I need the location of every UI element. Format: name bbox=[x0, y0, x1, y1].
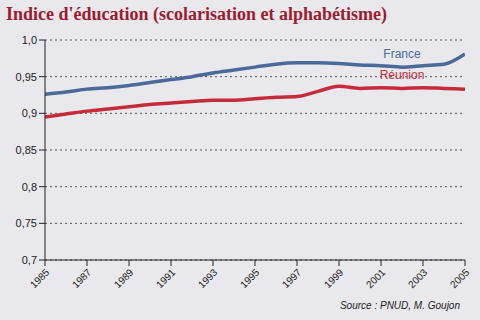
svg-text:Réunion: Réunion bbox=[380, 68, 425, 82]
svg-text:0,8: 0,8 bbox=[22, 181, 37, 193]
svg-text:2003: 2003 bbox=[406, 266, 430, 290]
svg-text:2001: 2001 bbox=[364, 266, 388, 290]
svg-text:1987: 1987 bbox=[70, 266, 94, 290]
svg-text:0,95: 0,95 bbox=[16, 71, 37, 83]
svg-text:1999: 1999 bbox=[322, 266, 346, 290]
svg-text:1985: 1985 bbox=[28, 266, 52, 290]
svg-text:1997: 1997 bbox=[280, 266, 304, 290]
svg-text:0,7: 0,7 bbox=[22, 254, 37, 266]
svg-text:1,0: 1,0 bbox=[22, 34, 37, 46]
html-text:Source : PNUD, M. Goujon: Source : PNUD, M. Goujon bbox=[340, 300, 460, 311]
svg-text:0,75: 0,75 bbox=[16, 217, 37, 229]
svg-text:France: France bbox=[383, 47, 421, 61]
html-text:Indice d'éducation (scolarisat: Indice d'éducation (scolarisation et alp… bbox=[6, 4, 387, 24]
svg-text:1993: 1993 bbox=[196, 266, 220, 290]
svg-text:1995: 1995 bbox=[238, 266, 262, 290]
svg-text:1989: 1989 bbox=[112, 266, 136, 290]
svg-text:0,9: 0,9 bbox=[22, 107, 37, 119]
svg-text:0,85: 0,85 bbox=[16, 144, 37, 156]
svg-text:1991: 1991 bbox=[154, 266, 178, 290]
svg-text:2005: 2005 bbox=[448, 266, 472, 290]
